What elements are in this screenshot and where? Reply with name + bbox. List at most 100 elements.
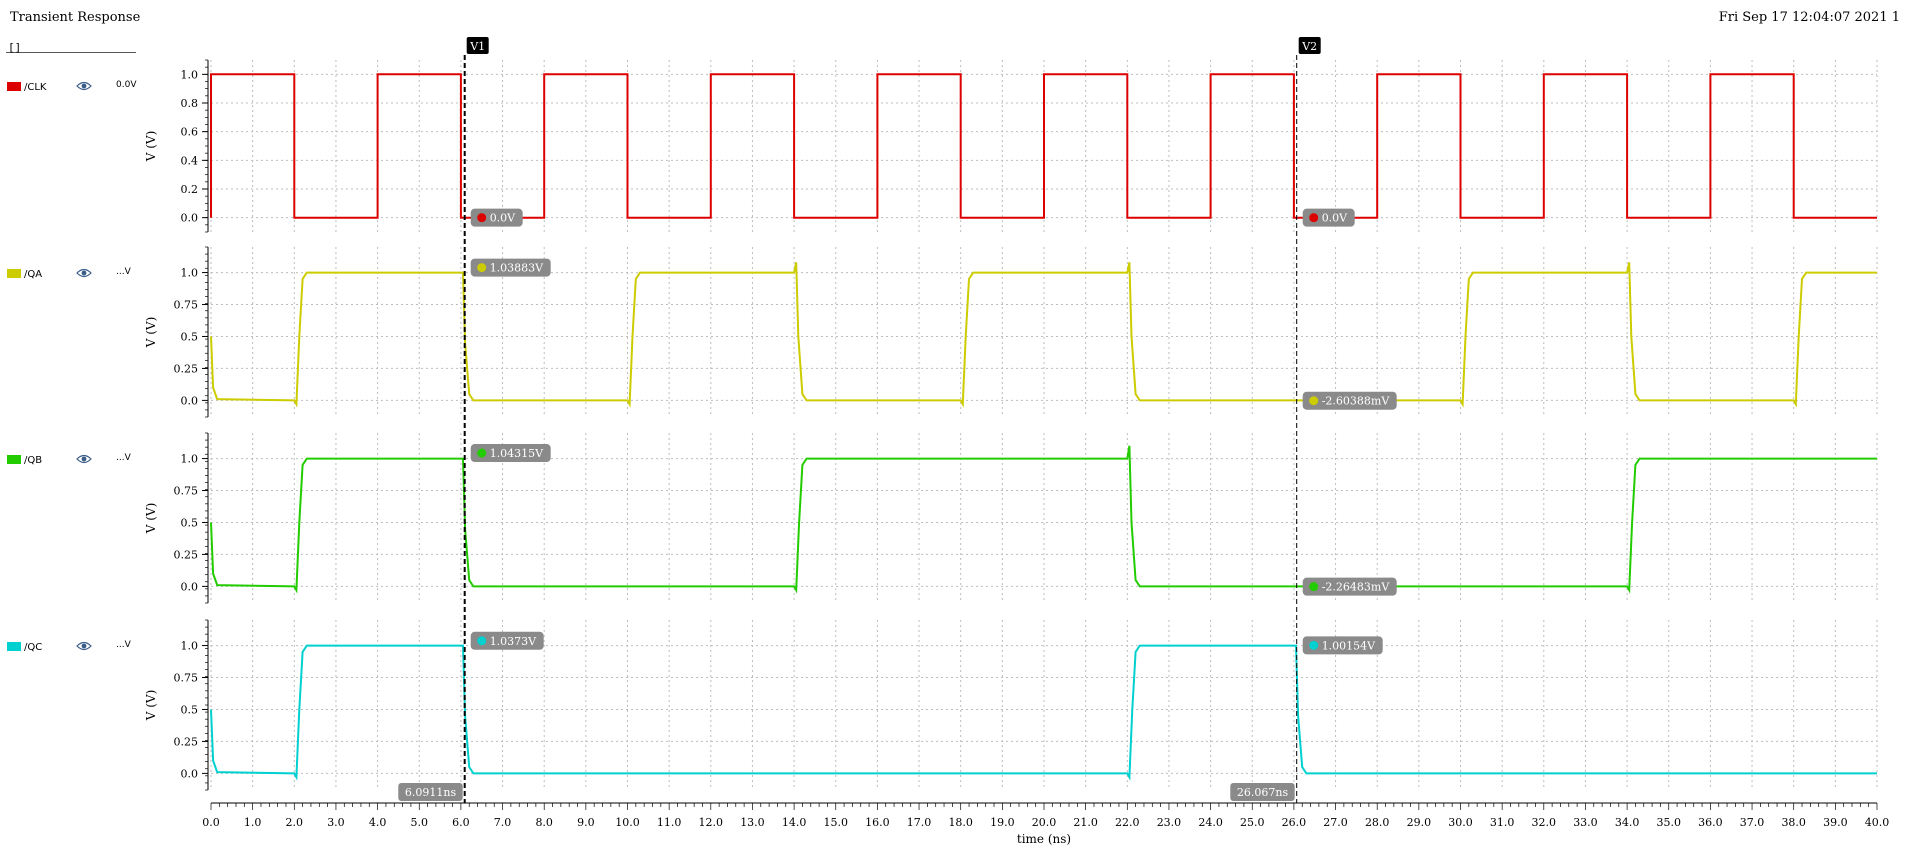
x-tick-label: 25.0 [1240, 816, 1265, 829]
waveform-panel: 0.0 0.2 0.4 0.6 0.8 1.0 V (V) [144, 59, 1878, 233]
y-tick-label: 0.0 [181, 212, 199, 225]
legend-signal-name: /QB [24, 455, 43, 466]
cursor-readout-bg [1302, 636, 1383, 655]
cursor-label: V1 [469, 40, 485, 53]
cursor-readout-bg [470, 208, 523, 227]
signal-filter-input[interactable] [6, 40, 130, 55]
cursor-marker[interactable] [477, 636, 487, 646]
x-tick-label: 7.0 [494, 816, 512, 829]
cursor-readout: -2.26483mV [1322, 581, 1391, 594]
eye-icon[interactable] [76, 453, 92, 465]
cursor-readout-bg [1302, 391, 1397, 410]
eye-icon[interactable] [76, 80, 92, 92]
waveform-panel: 0.0 0.25 0.5 0.75 1.0 V (V) [144, 246, 1878, 418]
y-tick-label: 0.5 [181, 703, 199, 716]
x-tick-label: 21.0 [1073, 816, 1098, 829]
y-tick-label: 0.6 [181, 126, 199, 139]
y-axis-label: V (V) [144, 690, 158, 722]
x-tick-label: 3.0 [327, 816, 345, 829]
y-tick-label: 0.25 [174, 735, 199, 748]
x-tick-label: 40.0 [1865, 816, 1890, 829]
x-tick-label: 10.0 [615, 816, 640, 829]
datestamp: Fri Sep 17 12:04:07 2021 1 [1718, 10, 1900, 25]
x-tick-label: 12.0 [699, 816, 724, 829]
x-axis: 0.0 1.0 2.0 3.0 4.0 5.0 6.0 7.0 8.0 9.0 10.0 11.0 12… [202, 802, 1890, 846]
legend-value: ...V [116, 267, 131, 277]
x-tick-label: 1.0 [244, 816, 262, 829]
x-tick-label: 30.0 [1448, 816, 1473, 829]
cursor-readout: 1.04315V [490, 447, 544, 460]
x-tick-label: 24.0 [1198, 816, 1223, 829]
y-tick-label: 0.0 [181, 767, 199, 780]
y-tick-label: 0.25 [174, 548, 199, 561]
x-tick-label: 5.0 [411, 816, 429, 829]
cursor-readout: 0.0V [490, 212, 516, 225]
legend-signal-name: /QA [24, 269, 43, 280]
legend-signal-name: /QC [24, 642, 43, 653]
cursor-readout: 1.03883V [490, 262, 544, 275]
x-tick-label: 36.0 [1698, 816, 1723, 829]
y-tick-label: 0.75 [174, 299, 199, 312]
x-tick-label: 26.0 [1282, 816, 1307, 829]
x-tick-label: 29.0 [1407, 816, 1432, 829]
x-tick-label: 35.0 [1657, 816, 1682, 829]
x-tick-label: 4.0 [369, 816, 387, 829]
cursor-marker[interactable] [1309, 582, 1319, 592]
y-axis-label: V (V) [144, 131, 158, 163]
y-tick-label: 1.0 [181, 640, 199, 653]
x-tick-label: 22.0 [1115, 816, 1140, 829]
legend-value: ...V [116, 640, 131, 650]
cursor-label-flag[interactable] [1298, 37, 1321, 54]
legend-value: 0.0V [116, 80, 137, 90]
legend-entry[interactable]: /QC ...V [6, 640, 141, 654]
y-tick-label: 0.75 [174, 485, 199, 498]
cursor-time-readout: 6.0911ns [405, 786, 457, 799]
y-tick-label: 0.5 [181, 516, 199, 529]
x-tick-label: 11.0 [657, 816, 682, 829]
eye-icon[interactable] [76, 267, 92, 279]
eye-icon[interactable] [76, 640, 92, 652]
cursor-marker[interactable] [1309, 396, 1319, 406]
series-line-clk[interactable] [210, 73, 1877, 219]
x-tick-label: 23.0 [1157, 816, 1182, 829]
cursor-v1[interactable]: V1 6.0911ns 0.0V 1.03883V 1.04315V 1.0373V [398, 37, 551, 803]
signal-filter-field[interactable] [6, 36, 136, 55]
legend-swatch [7, 642, 21, 651]
y-tick-label: 1.0 [181, 267, 199, 280]
cursor-marker[interactable] [477, 213, 487, 223]
cursor-v2[interactable]: V2 26.067ns 0.0V -2.60388mV -2.26483mV 1.0015… [1230, 37, 1397, 803]
cursor-marker[interactable] [477, 263, 487, 273]
x-tick-label: 8.0 [535, 816, 553, 829]
series-line-qa[interactable] [210, 262, 1877, 408]
series-line-qb[interactable] [210, 445, 1877, 594]
x-tick-label: 15.0 [824, 816, 849, 829]
x-tick-label: 37.0 [1740, 816, 1765, 829]
x-tick-label: 0.0 [202, 816, 220, 829]
x-tick-label: 39.0 [1823, 816, 1848, 829]
x-tick-label: 16.0 [865, 816, 890, 829]
cursor-marker[interactable] [1309, 640, 1319, 650]
legend-entry[interactable]: /QA ...V [6, 267, 141, 281]
cursor-label-flag[interactable] [466, 37, 489, 54]
x-tick-label: 6.0 [452, 816, 470, 829]
x-tick-label: 14.0 [782, 816, 807, 829]
legend-entry[interactable]: /CLK 0.0V [6, 80, 141, 94]
cursor-readout: 0.0V [1322, 212, 1348, 225]
x-tick-label: 17.0 [907, 816, 932, 829]
x-tick-label: 28.0 [1365, 816, 1390, 829]
x-tick-label: 34.0 [1615, 816, 1640, 829]
x-tick-label: 19.0 [990, 816, 1015, 829]
cursor-time-readout-bg [398, 783, 463, 801]
cursor-readout-bg [470, 258, 551, 277]
cursor-readout-bg [1302, 208, 1355, 227]
cursor-time-readout-bg [1230, 783, 1295, 801]
cursor-marker[interactable] [1309, 213, 1319, 223]
legend-entry[interactable]: /QB ...V [6, 453, 141, 467]
waveform-panel: 0.0 0.25 0.5 0.75 1.0 V (V) [144, 432, 1878, 604]
y-axis-label: V (V) [144, 317, 158, 349]
x-tick-label: 13.0 [740, 816, 765, 829]
x-tick-label: 32.0 [1532, 816, 1557, 829]
cursor-readout: -2.60388mV [1322, 395, 1391, 408]
cursor-marker[interactable] [477, 448, 487, 458]
